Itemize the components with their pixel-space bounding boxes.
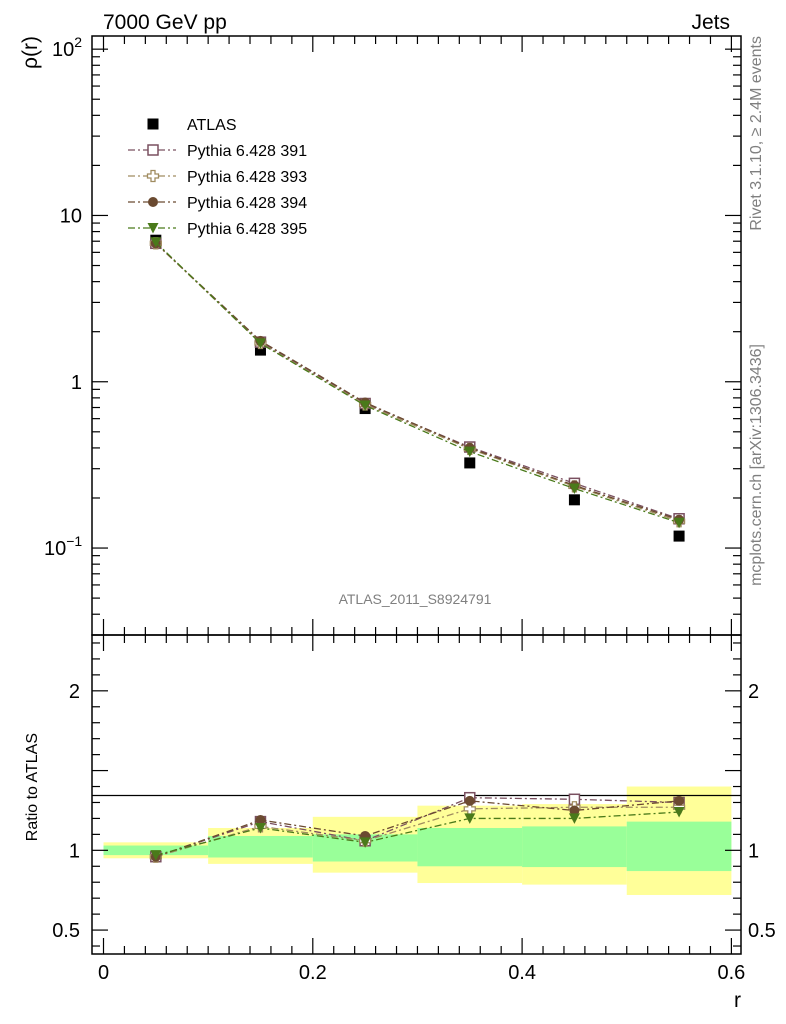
legend-item-p394: Pythia 6.428 394 bbox=[128, 195, 307, 212]
main-series-layer bbox=[149, 234, 686, 542]
legend-label-p394: Pythia 6.428 394 bbox=[187, 195, 307, 212]
ratio-band-green bbox=[626, 821, 732, 872]
main-point-p395 bbox=[673, 517, 685, 529]
main-series-p394 bbox=[150, 238, 685, 525]
ratio-y-tick-label: 1 bbox=[69, 840, 80, 862]
main-line-p393 bbox=[155, 242, 680, 522]
main-line-p391 bbox=[155, 242, 680, 520]
ratio-point-p395 bbox=[568, 813, 580, 824]
ratio-point-p395 bbox=[150, 850, 162, 861]
main-point-p395 bbox=[150, 237, 162, 248]
ratio-x-tick-label: 0.6 bbox=[717, 962, 745, 984]
ratio-series-layer bbox=[149, 791, 686, 863]
ratio-x-tick-label: 0.4 bbox=[508, 962, 536, 984]
ratio-band-green bbox=[417, 827, 523, 867]
ratio-y-tick-label-right: 1 bbox=[748, 840, 759, 862]
main-point-p395 bbox=[464, 446, 476, 458]
legend-item-p395: Pythia 6.428 395 bbox=[128, 221, 307, 238]
legend-marker-p395 bbox=[147, 223, 159, 234]
ratio-ylabel: Ratio to ATLAS bbox=[24, 733, 41, 841]
ratio-y-tick-label: 2 bbox=[69, 681, 80, 703]
mcplots-label: mcplots.cern.ch [arXiv:1306.3436] bbox=[748, 344, 765, 586]
main-line-p394 bbox=[155, 242, 680, 521]
ratio-point-p395 bbox=[359, 837, 371, 848]
analysis-id: ATLAS_2011_S8924791 bbox=[339, 591, 492, 607]
main-point-atlas bbox=[254, 344, 266, 356]
main-y-tick-label: 10−1 bbox=[44, 533, 82, 560]
ratio-point-p394 bbox=[255, 815, 266, 826]
main-point-p395 bbox=[254, 338, 266, 349]
legend-label-atlas: ATLAS bbox=[187, 117, 237, 134]
legend-label-p393: Pythia 6.428 393 bbox=[187, 169, 307, 186]
main-point-atlas bbox=[673, 530, 685, 542]
legend-marker-p391 bbox=[147, 144, 159, 156]
legend-item-atlas: ATLAS bbox=[147, 117, 237, 134]
ratio-x-tick-label: 0 bbox=[98, 962, 109, 984]
ratio-point-p395 bbox=[254, 822, 266, 834]
main-series-p393 bbox=[149, 237, 686, 528]
legend-label-p391: Pythia 6.428 391 bbox=[187, 143, 307, 160]
ratio-point-p394 bbox=[569, 805, 580, 816]
legend-marker-atlas bbox=[147, 118, 159, 130]
header-left: 7000 GeV pp bbox=[103, 11, 227, 34]
legend-item-p393: Pythia 6.428 393 bbox=[128, 169, 307, 186]
ratio-x-tick-label: 0.2 bbox=[299, 962, 327, 984]
ratio-point-p395 bbox=[673, 807, 685, 818]
ratio-band-green bbox=[522, 826, 627, 868]
ratio-point-p394 bbox=[674, 795, 685, 806]
main-y-tick-label: 102 bbox=[52, 34, 82, 61]
main-point-atlas bbox=[568, 494, 580, 506]
ratio-band-green bbox=[208, 835, 313, 858]
main-point-p395 bbox=[568, 483, 580, 495]
legend-label-p395: Pythia 6.428 395 bbox=[187, 221, 307, 238]
ratio-y-tick-label-right: 0.5 bbox=[748, 920, 776, 942]
ratio-xlabel: r bbox=[734, 989, 741, 1012]
ratio-plot-frame bbox=[91, 634, 742, 955]
main-series-p391 bbox=[150, 237, 685, 525]
legend: ATLAS Pythia 6.428 391 Pythia 6.428 393 Pyt… bbox=[128, 117, 307, 238]
legend-item-p391: Pythia 6.428 391 bbox=[128, 143, 307, 160]
ratio-line-p391 bbox=[155, 797, 680, 858]
rivet-label: Rivet 3.1.10, ≥ 2.4M events bbox=[748, 36, 765, 231]
ratio-line-p393 bbox=[155, 806, 680, 858]
legend-marker-p393 bbox=[146, 169, 160, 183]
main-y-tick-label: 10 bbox=[60, 205, 82, 227]
ratio-series-p395 bbox=[150, 807, 685, 861]
main-ylabel: ρ(r) bbox=[19, 36, 42, 69]
main-point-p395 bbox=[359, 400, 371, 411]
main-line-p395 bbox=[155, 241, 680, 524]
ratio-line-p395 bbox=[155, 811, 680, 856]
legend-marker-p394 bbox=[148, 197, 158, 207]
main-point-atlas bbox=[464, 457, 476, 469]
ratio-y-tick-label-right: 2 bbox=[748, 681, 759, 703]
ratio-uncertainty-bands bbox=[103, 786, 732, 895]
ratio-y-tick-label: 0.5 bbox=[52, 920, 80, 942]
main-y-tick-label: 1 bbox=[71, 372, 82, 394]
ratio-point-p394 bbox=[464, 795, 475, 806]
main-series-p395 bbox=[150, 237, 685, 529]
header-right: Jets bbox=[691, 11, 730, 34]
ratio-line-p394 bbox=[155, 800, 680, 858]
ratio-point-p395 bbox=[464, 813, 476, 824]
